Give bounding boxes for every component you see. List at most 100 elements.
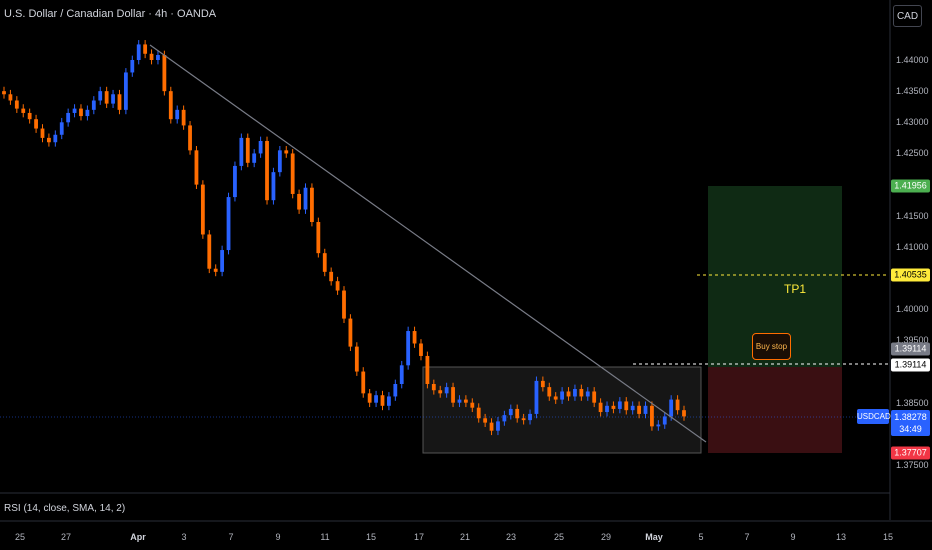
candle-down [592,391,597,403]
candle-down [8,94,13,101]
candle-down [149,53,154,60]
candle-up [585,391,590,397]
candle-up [59,122,64,135]
date-axis-tick: 5 [698,532,704,542]
candle-down [14,100,19,109]
date-axis-tick: 21 [459,532,471,542]
candle-down [675,399,680,411]
date-axis-tick: 7 [744,532,750,542]
candle-down [316,222,321,254]
loss-zone[interactable] [708,367,842,453]
candle-down [79,108,83,117]
candle-down [34,119,38,129]
candle-down [342,290,346,319]
candle-down [470,402,475,408]
stop-loss-price-tag: 1.37707 [891,446,930,460]
candle-up [662,416,667,425]
candle-down [329,271,334,282]
currency-button[interactable]: CAD [893,5,922,27]
candle-up [630,405,635,411]
tp1-price-tag: 1.40535 [891,268,930,282]
date-axis-tick: 25 [14,532,26,542]
candle-down [566,391,571,397]
candle-up [277,150,282,173]
price-axis-tick: 1.37500 [896,460,929,470]
date-axis-tick: 13 [835,532,847,542]
candle-up [156,55,160,60]
date-axis-tick: Apr [130,532,146,542]
date-axis-tick: 25 [553,532,565,542]
candle-up [528,413,532,421]
candle-up [123,72,128,110]
candle-down [188,125,192,151]
candle-down [463,399,468,403]
candle-down [348,318,353,347]
bar-countdown: 34:49 [899,424,922,434]
price-axis-tick: 1.42500 [896,148,929,159]
candle-down [540,380,545,388]
candle-down [624,401,629,411]
price-axis-tick: 1.41500 [896,210,929,221]
price-axis-tick: 1.40000 [896,304,929,315]
candle-up [560,391,565,400]
candle-up [617,401,622,409]
candle-down [194,150,199,185]
candle-down [284,150,289,154]
candle-down [476,407,481,419]
candle-up [72,108,77,113]
candle-up [233,165,237,198]
candle-down [611,405,616,409]
trendline[interactable] [149,44,707,443]
candle-up [91,100,96,110]
candle-up [98,91,103,101]
price-axis-tick: 1.44000 [896,55,929,65]
candle-up [534,380,539,414]
take-profit-price-tag: 1.41956 [891,179,930,193]
date-axis-tick: 15 [365,532,377,542]
candle-down [40,128,45,138]
rsi-indicator-label[interactable]: RSI (14, close, SMA, 14, 2) [4,503,126,514]
symbol-tag: USDCAD [857,409,891,424]
candle-down [354,346,359,372]
candle-up [85,109,90,117]
candle-up [573,388,577,397]
candle-down [380,395,385,406]
candle-down [322,253,327,272]
candle-down [483,418,488,423]
candle-down [438,390,443,394]
candle-down [361,371,366,394]
candle-up [258,141,263,154]
date-axis-tick: 17 [413,532,425,542]
candle-up [643,405,648,414]
date-axis-tick: 27 [60,532,72,542]
candle-down [310,187,314,222]
candle-up [393,384,398,397]
date-axis-tick: May [645,532,663,542]
buy-stop-label[interactable]: Buy stop [752,333,791,360]
candle-down [547,387,552,397]
consolidation-box[interactable] [422,366,702,454]
candle-up [239,137,244,166]
candle-up [457,399,462,403]
candle-down [265,141,269,201]
candle-down [168,91,173,120]
candle-up [111,94,115,104]
candle-down [143,44,148,54]
candle-up [669,399,674,417]
entry-price-tag: 1.39114 [891,358,930,372]
candle-down [412,331,417,344]
tp1-label[interactable]: TP1 [784,282,807,296]
candle-down [290,153,295,194]
candle-up [66,112,71,123]
candle-up [656,424,661,427]
candle-up [496,421,500,431]
candle-down [245,137,250,163]
current-price-tag: 1.38278 34:49 [891,410,930,436]
candle-up [136,44,141,60]
candle-up [444,387,449,394]
candle-down [207,234,212,269]
price-axis-tick: 1.41000 [896,241,929,252]
candle-down [451,387,455,403]
candle-down [200,184,205,235]
